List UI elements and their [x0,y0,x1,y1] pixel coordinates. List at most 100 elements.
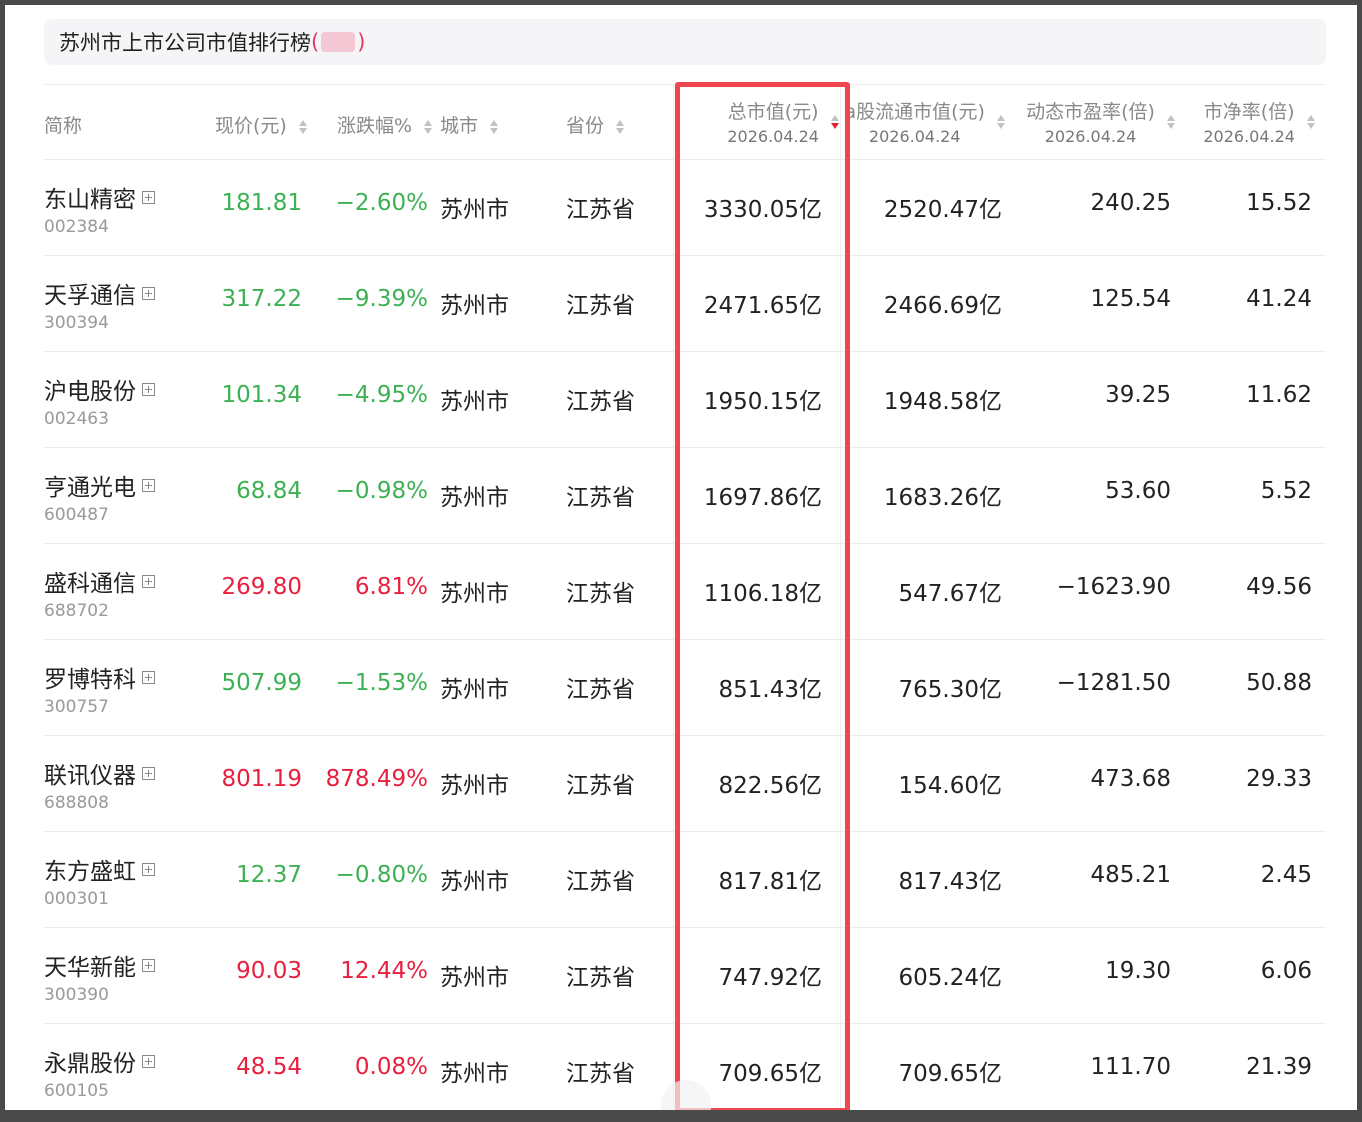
price-cell: 12.37 [236,862,302,888]
header-top-divider [44,84,1326,85]
city-cell: 苏州市 [440,293,509,319]
sort-arrows-icon[interactable] [1167,114,1175,129]
stock-code: 002384 [44,217,109,237]
stock-name[interactable]: 盛科通信 [44,564,155,598]
column-header-pb[interactable]: 市净率(倍) 2026.04.24 [1185,97,1315,146]
table-title-bar: 苏州市上市公司市值排行榜 ( ) [44,19,1326,65]
stock-name[interactable]: 永鼎股份 [44,1044,155,1078]
expand-plus-icon[interactable] [142,575,155,588]
change-cell: 878.49% [325,766,428,792]
province-cell: 江苏省 [566,773,635,799]
stock-name[interactable]: 天孚通信 [44,276,155,310]
expand-plus-icon[interactable] [142,383,155,396]
stock-code: 688808 [44,793,109,813]
price-cell: 101.34 [221,382,302,408]
pb-cell: 15.52 [1246,190,1312,216]
expand-plus-icon[interactable] [142,1055,155,1068]
table-row[interactable]: 东方盛虹 000301 12.37 −0.80% 苏州市 江苏省 817.81亿 817.43… [5,832,1357,928]
city-cell: 苏州市 [440,197,509,223]
float-cap-cell: 605.24亿 [898,965,1002,991]
pb-cell: 50.88 [1246,670,1312,696]
float-cap-cell: 1683.26亿 [883,485,1002,511]
price-cell: 90.03 [236,958,302,984]
stock-name[interactable]: 罗博特科 [44,660,155,694]
stock-name[interactable]: 东方盛虹 [44,852,155,886]
pe-cell: −1281.50 [1056,670,1171,696]
table-row[interactable]: 罗博特科 300757 507.99 −1.53% 苏州市 江苏省 851.43亿 765.3… [5,640,1357,736]
market-cap-cell: 1697.86亿 [703,485,822,511]
province-cell: 江苏省 [566,485,635,511]
float-cap-cell: 765.30亿 [898,677,1002,703]
stock-code: 300757 [44,697,109,717]
table-row[interactable]: 亨通光电 600487 68.84 −0.98% 苏州市 江苏省 1697.86亿 1683.… [5,448,1357,544]
price-cell: 181.81 [221,190,302,216]
stock-name[interactable]: 联讯仪器 [44,756,155,790]
row-divider [44,351,1326,352]
column-header-name: 简称 [44,115,83,137]
table-row[interactable]: 沪电股份 002463 101.34 −4.95% 苏州市 江苏省 1950.15亿 1948… [5,352,1357,448]
header-bottom-divider [44,159,1326,160]
column-header-pe[interactable]: 动态市盈率(倍) 2026.04.24 [1015,97,1175,146]
market-cap-cell: 2471.65亿 [703,293,822,319]
city-cell: 苏州市 [440,965,509,991]
pe-cell: 39.25 [1105,382,1171,408]
float-cap-cell: 154.60亿 [898,773,1002,799]
city-cell: 苏州市 [440,1061,509,1087]
market-cap-cell: 817.81亿 [718,869,822,895]
stock-code: 688702 [44,601,109,621]
sort-arrows-icon[interactable] [616,119,625,134]
price-cell: 48.54 [236,1054,302,1080]
table-row[interactable]: 天孚通信 300394 317.22 −9.39% 苏州市 江苏省 2471.65亿 2466… [5,256,1357,352]
expand-plus-icon[interactable] [142,959,155,972]
province-cell: 江苏省 [566,869,635,895]
expand-plus-icon[interactable] [142,191,155,204]
sort-arrows-icon[interactable] [490,119,499,134]
province-cell: 江苏省 [566,965,635,991]
table-row[interactable]: 联讯仪器 688808 801.19 878.49% 苏州市 江苏省 822.56亿 154.… [5,736,1357,832]
stock-name[interactable]: 沪电股份 [44,372,155,406]
pb-cell: 21.39 [1246,1054,1312,1080]
sort-arrows-icon[interactable] [997,114,1005,129]
column-header-market-cap[interactable]: 总市值(元) 2026.04.24 [705,97,839,146]
stock-name[interactable]: 东山精密 [44,180,155,214]
city-cell: 苏州市 [440,773,509,799]
column-header-province[interactable]: 省份 [566,111,625,138]
province-cell: 江苏省 [566,197,635,223]
market-cap-cell: 709.65亿 [718,1061,822,1087]
expand-plus-icon[interactable] [142,863,155,876]
float-cap-cell: 2520.47亿 [883,197,1002,223]
expand-plus-icon[interactable] [142,479,155,492]
expand-plus-icon[interactable] [142,671,155,684]
pb-cell: 6.06 [1260,958,1312,984]
column-header-price[interactable]: 现价(元) [215,111,307,138]
row-divider [44,255,1326,256]
stock-code: 600487 [44,505,109,525]
stock-name[interactable]: 天华新能 [44,948,155,982]
stock-name[interactable]: 亨通光电 [44,468,155,502]
province-cell: 江苏省 [566,1061,635,1087]
sort-arrows-icon[interactable] [1307,114,1315,129]
expand-plus-icon[interactable] [142,767,155,780]
row-divider [44,543,1326,544]
column-header-change[interactable]: 涨跌幅% [337,111,433,138]
table-row[interactable]: 天华新能 300390 90.03 12.44% 苏州市 江苏省 747.92亿 605.24… [5,928,1357,1024]
sort-arrows-icon[interactable] [298,119,307,134]
table-row[interactable]: 永鼎股份 600105 48.54 0.08% 苏州市 江苏省 709.65亿 709.65亿… [5,1024,1357,1110]
table-row[interactable]: 盛科通信 688702 269.80 6.81% 苏州市 江苏省 1106.18亿 547.6… [5,544,1357,640]
column-header-float-cap[interactable]: a股流通市值(元) 2026.04.24 [841,97,1005,146]
change-cell: −9.39% [335,286,428,312]
stock-code: 300390 [44,985,109,1005]
price-cell: 269.80 [221,574,302,600]
row-divider [44,735,1326,736]
pb-cell: 41.24 [1246,286,1312,312]
pe-cell: 473.68 [1090,766,1171,792]
table-row[interactable]: 东山精密 002384 181.81 −2.60% 苏州市 江苏省 3330.05亿 2520… [5,160,1357,256]
expand-plus-icon[interactable] [142,287,155,300]
sort-arrows-icon[interactable] [424,119,433,134]
row-divider [44,639,1326,640]
column-divider [673,84,674,1110]
row-divider [44,447,1326,448]
column-header-city[interactable]: 城市 [440,111,499,138]
sort-arrows-icon[interactable] [831,114,839,129]
